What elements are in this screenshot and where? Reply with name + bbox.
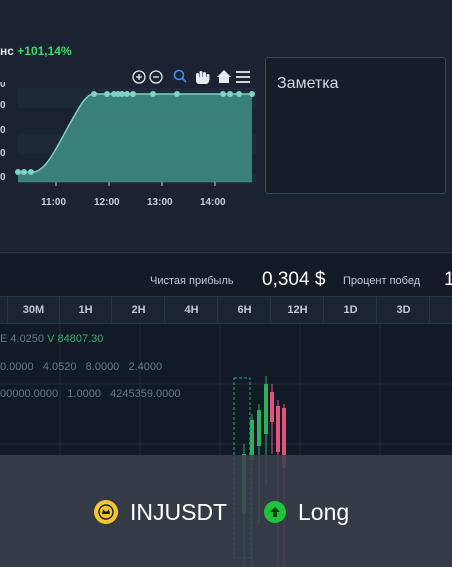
timeframe-1d[interactable]: 1D <box>325 297 377 324</box>
candle <box>282 408 286 468</box>
timeframe-next[interactable]: 1 <box>430 297 452 324</box>
home-icon[interactable] <box>217 70 231 83</box>
candle <box>250 420 254 460</box>
timeframe-6h[interactable]: 6H <box>219 297 271 324</box>
indicator-value: 0.0000 <box>0 361 34 373</box>
candle <box>264 384 268 434</box>
y-tick-label: 0 <box>0 125 6 136</box>
y-tick-label: 0 <box>0 172 6 183</box>
balance-percent: +101,14% <box>17 44 72 58</box>
chart-point <box>130 91 136 97</box>
chart-point <box>227 91 233 97</box>
win-rate-label: Процент побед <box>343 275 421 287</box>
magnify-icon[interactable] <box>173 69 187 83</box>
indicator-value: 8.0000 <box>85 361 120 373</box>
candle <box>257 410 261 446</box>
x-tick-label: 11:00 <box>41 197 66 208</box>
chart-toolbar <box>131 67 255 87</box>
timeframe-bar: 30M 1H 2H 4H 6H 12H 1D 3D 1 <box>0 296 452 324</box>
indicator-value: 4245359.0000 <box>110 388 181 400</box>
x-tick-label: 13:00 <box>147 197 173 208</box>
direction-label: Long <box>298 498 350 525</box>
chart-point <box>124 91 130 97</box>
indicator-value: 4.0520 <box>42 361 77 373</box>
indicator-row-3: 00000.0000 1.0000 4245359.0000 <box>0 388 180 400</box>
chart-point <box>21 169 27 175</box>
zoom-in-icon[interactable] <box>132 70 146 84</box>
trade-banner: INJUSDT Long <box>0 455 452 567</box>
pan-hand-icon[interactable] <box>196 71 210 84</box>
note-title: Заметка <box>277 75 339 92</box>
timeframe-1h[interactable]: 1H <box>60 297 112 324</box>
arrow-up-icon <box>264 501 286 523</box>
symbol-name: INJUSDT <box>130 498 228 525</box>
chart-point <box>249 91 255 97</box>
chart-point <box>174 91 180 97</box>
chart-point <box>220 91 226 97</box>
timeframe-30m[interactable]: 30M <box>8 297 60 324</box>
zoom-out-icon[interactable] <box>149 70 163 84</box>
chart-point <box>104 91 110 97</box>
timeframe-12h[interactable]: 12H <box>272 297 324 324</box>
indicator-value: 00000.0000 <box>0 388 59 400</box>
net-profit-label: Чистая прибыль <box>150 275 234 287</box>
balance-label: нс <box>0 44 14 58</box>
timeframe-3d[interactable]: 3D <box>378 297 430 324</box>
chart-point <box>15 169 21 175</box>
y-tick-label: 0 <box>0 82 6 90</box>
chart-point <box>91 91 97 97</box>
equity-chart: 0 0 0 0 0 11:00 12:00 13:00 14:00 <box>0 82 256 208</box>
timeframe-partial[interactable] <box>0 297 8 324</box>
net-profit-value: 0,304 $ <box>262 269 326 290</box>
x-tick-label: 14:00 <box>200 197 226 208</box>
candle <box>270 392 274 422</box>
indicator-value: 2.4000 <box>128 361 163 373</box>
chart-point <box>28 169 34 175</box>
menu-icon[interactable] <box>236 71 250 83</box>
timeframe-2h[interactable]: 2H <box>113 297 165 324</box>
timeframe-4h[interactable]: 4H <box>166 297 218 324</box>
stats-panel: нс +101,14% 0 0 <box>0 0 452 254</box>
chart-point <box>119 91 125 97</box>
indicator-value: 1.0000 <box>67 388 101 400</box>
chart-point <box>150 91 156 97</box>
indicator-row-1: E 4.0250 V 84807.30 <box>0 333 103 345</box>
symbol-badge: INJUSDT <box>94 498 227 526</box>
profit-summary: Чистая прибыль 0,304 $ Процент побед 1 <box>0 264 452 298</box>
crown-icon <box>94 500 118 524</box>
y-tick-label: 0 <box>0 100 6 111</box>
indicator-row-2: 0.0000 4.0520 8.0000 2.4000 <box>0 361 162 373</box>
balance-change: нс +101,14% <box>0 44 72 58</box>
win-rate-value: 1 <box>444 269 452 290</box>
chart-point <box>236 91 242 97</box>
candle <box>276 406 280 452</box>
x-tick-label: 12:00 <box>94 197 120 208</box>
divider <box>0 252 452 253</box>
indicator-volume: V 84807.30 <box>47 333 104 345</box>
indicator-ema: E 4.0250 <box>0 333 45 345</box>
y-tick-label: 0 <box>0 148 6 159</box>
note-box[interactable]: Заметка <box>265 57 446 194</box>
direction-badge: Long <box>264 498 349 526</box>
